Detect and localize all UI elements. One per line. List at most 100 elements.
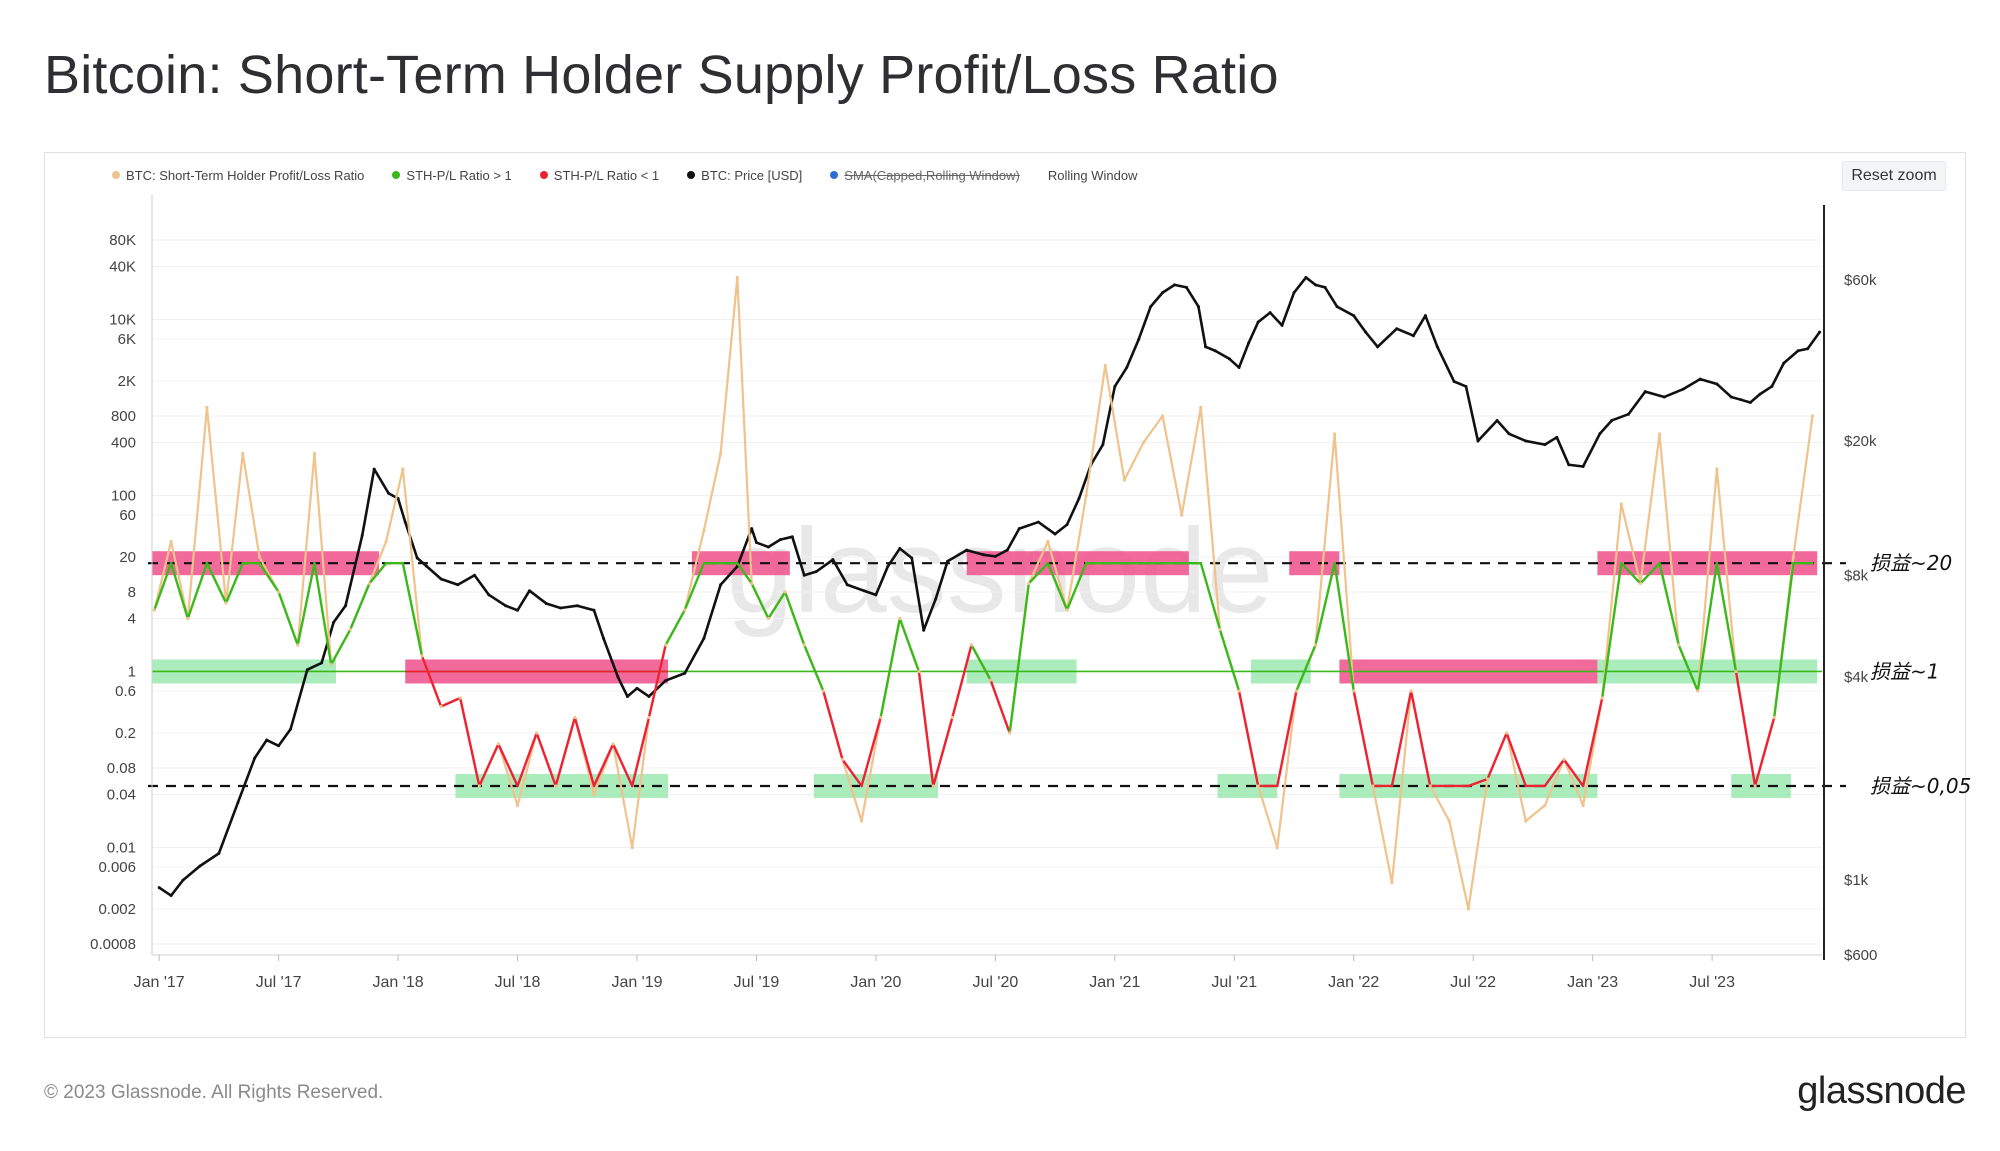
price-point — [1555, 435, 1559, 439]
price-point — [1065, 523, 1069, 527]
price-point — [1213, 349, 1217, 353]
ratio-point — [1810, 414, 1815, 418]
price-point — [862, 589, 866, 593]
price-point — [332, 620, 336, 624]
legend-item[interactable]: BTC: Short-Term Holder Profit/Loss Ratio — [112, 168, 364, 183]
ratio-point — [420, 654, 424, 658]
left-axis-tick-label: 60 — [119, 507, 136, 524]
price-point — [1173, 283, 1177, 287]
ratio-point — [329, 662, 333, 667]
ratio-point — [296, 643, 300, 647]
price-point — [898, 547, 902, 551]
ratio-point — [1256, 784, 1260, 788]
price-point — [625, 694, 629, 698]
price-point — [1748, 400, 1752, 404]
ratio-colored-segment — [277, 590, 299, 647]
price-point — [1005, 548, 1009, 552]
legend-marker-icon — [539, 171, 548, 179]
price-point — [320, 661, 324, 665]
x-axis-tick-label: Jan '19 — [611, 974, 662, 991]
price-point — [1017, 527, 1021, 531]
price-point — [1423, 314, 1427, 318]
ratio-colored-segment — [296, 562, 316, 647]
ratio-colored-segment — [1295, 643, 1317, 693]
ratio-point — [1218, 627, 1222, 632]
ratio-colored-segment — [1486, 731, 1508, 781]
legend-marker-icon — [687, 171, 696, 179]
left-axis-tick-label: 6K — [118, 331, 136, 348]
ratio-colored-segment — [989, 678, 1011, 735]
ratio-point — [1485, 777, 1490, 781]
ratio-colored-segment — [1046, 562, 1069, 612]
ratio-colored-segment — [368, 562, 388, 585]
price-point — [1758, 392, 1762, 396]
ratio-colored-segment — [736, 562, 753, 585]
price-point — [1476, 439, 1480, 443]
price-point — [1681, 387, 1685, 391]
price-point — [790, 535, 794, 539]
price-point — [1137, 337, 1141, 341]
price-point — [360, 533, 364, 537]
legend-item[interactable]: Rolling Window — [1048, 168, 1138, 183]
price-point — [1729, 395, 1733, 399]
price-point — [750, 527, 754, 531]
price-point — [702, 636, 706, 640]
ratio-point — [1352, 689, 1356, 693]
ratio-colored-segment — [917, 670, 935, 788]
price-point — [683, 671, 687, 675]
ratio-colored-segment — [1620, 562, 1642, 585]
price-point — [415, 556, 419, 560]
ratio-point — [224, 601, 228, 605]
footer-logo[interactable]: glassnode — [1797, 1070, 1966, 1112]
legend-item[interactable]: SMA(Capped,Rolling Window) — [830, 168, 1020, 183]
ratio-point — [1447, 819, 1451, 823]
ratio-colored-segment — [1505, 731, 1527, 788]
ratio-colored-segment — [1601, 562, 1623, 700]
price-point — [403, 520, 407, 524]
legend-item[interactable]: BTC: Price [USD] — [687, 168, 802, 183]
ratio-colored-segment — [1409, 689, 1432, 788]
price-point — [305, 668, 309, 672]
x-axis-tick-label: Jul '22 — [1450, 974, 1496, 991]
price-point — [1247, 341, 1251, 345]
ratio-point — [1122, 478, 1126, 482]
highlight-band — [1289, 551, 1340, 576]
ratio-point — [783, 590, 787, 594]
price-point — [217, 851, 221, 855]
ratio-point — [988, 678, 993, 682]
ratio-point — [802, 643, 806, 647]
left-axis-tick-label: 400 — [111, 435, 136, 452]
ratio-point — [750, 581, 754, 586]
right-axis-tick-label: $20k — [1844, 433, 1877, 450]
price-point — [814, 570, 818, 574]
ratio-colored-segment — [898, 617, 921, 673]
ratio-colored-segment — [647, 643, 667, 719]
price-point — [372, 467, 376, 471]
ratio-point — [1619, 502, 1623, 506]
price-point — [592, 608, 596, 612]
price-point — [1395, 327, 1399, 331]
price-point — [845, 583, 849, 587]
reset-zoom-button[interactable]: Reset zoom — [1842, 161, 1946, 191]
reference-annotation: 损益~0,05 — [1870, 774, 1971, 798]
ratio-colored-segment — [1639, 562, 1661, 585]
ratio-colored-segment — [860, 716, 882, 788]
ratio-point — [241, 451, 245, 456]
price-point — [1806, 347, 1810, 351]
ratio-point — [664, 643, 668, 647]
ratio-colored-segment — [439, 696, 462, 708]
ratio-point — [821, 689, 825, 693]
ratio-point — [169, 539, 173, 544]
legend-item[interactable]: STH-P/L Ratio > 1 — [392, 168, 512, 183]
legend-item[interactable]: STH-P/L Ratio < 1 — [539, 168, 659, 183]
ratio-colored-segment — [186, 562, 209, 620]
price-point — [1256, 320, 1260, 324]
ratio-point — [1390, 880, 1394, 885]
right-axis-tick-label: $600 — [1844, 947, 1877, 964]
price-point — [1237, 366, 1241, 370]
reference-annotation: 损益~1 — [1870, 659, 1939, 683]
price-point — [1464, 384, 1468, 388]
ratio-colored-segment — [554, 716, 577, 788]
ratio-colored-segment — [420, 654, 443, 708]
